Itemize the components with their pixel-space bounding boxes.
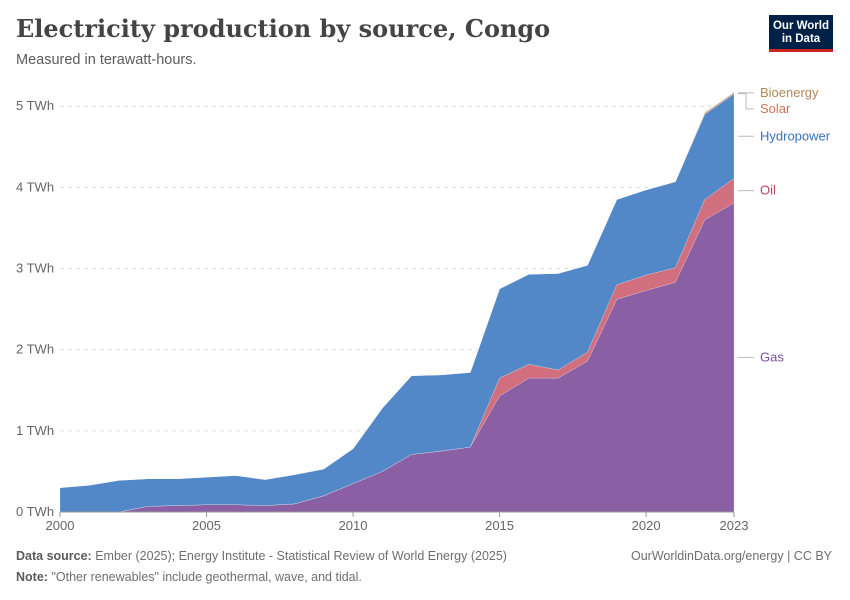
legend-connector-solar	[738, 93, 754, 110]
data-source: Data source: Ember (2025); Energy Instit…	[16, 549, 507, 563]
chart-subtitle: Measured in terawatt-hours.	[16, 52, 197, 68]
y-tick-label-0: 0 TWh	[16, 504, 54, 519]
legend-label-bioenergy: Bioenergy	[760, 85, 819, 100]
y-tick-label-5: 5 TWh	[16, 98, 54, 113]
x-tick-label-2020: 2020	[632, 518, 661, 533]
area-bioenergy	[59, 91, 735, 488]
note-label: Note:	[16, 570, 48, 584]
legend-label-oil: Oil	[760, 183, 776, 198]
x-tick-label-2000: 2000	[46, 518, 75, 533]
legend-label-hydropower: Hydropower	[760, 128, 831, 143]
y-tick-label-2: 2 TWh	[16, 342, 54, 357]
legend-label-gas: Gas	[760, 349, 784, 364]
x-tick-label-2005: 2005	[192, 518, 221, 533]
legend-label-solar: Solar	[760, 101, 791, 116]
x-tick-label-2010: 2010	[339, 518, 368, 533]
logo-line-1: Our World	[772, 20, 829, 32]
owid-logo[interactable]: Our World in Data	[769, 15, 833, 52]
data-source-label: Data source:	[16, 549, 92, 563]
y-tick-label-4: 4 TWh	[16, 179, 54, 194]
x-tick-label-2015: 2015	[485, 518, 514, 533]
data-source-text: Ember (2025); Energy Institute - Statist…	[95, 549, 507, 563]
area-solar	[59, 92, 735, 488]
x-tick-label-2023: 2023	[720, 518, 749, 533]
chart-note: Note: "Other renewables" include geother…	[16, 570, 362, 584]
logo-line-2: in Data	[781, 33, 821, 45]
area-hydropower	[59, 93, 735, 513]
source-link[interactable]: OurWorldinData.org/energy | CC BY	[630, 549, 832, 563]
y-tick-label-3: 3 TWh	[16, 261, 54, 276]
y-tick-label-1: 1 TWh	[16, 423, 54, 438]
note-text: "Other renewables" include geothermal, w…	[51, 570, 362, 584]
chart-title: Electricity production by source, Congo	[16, 14, 551, 43]
